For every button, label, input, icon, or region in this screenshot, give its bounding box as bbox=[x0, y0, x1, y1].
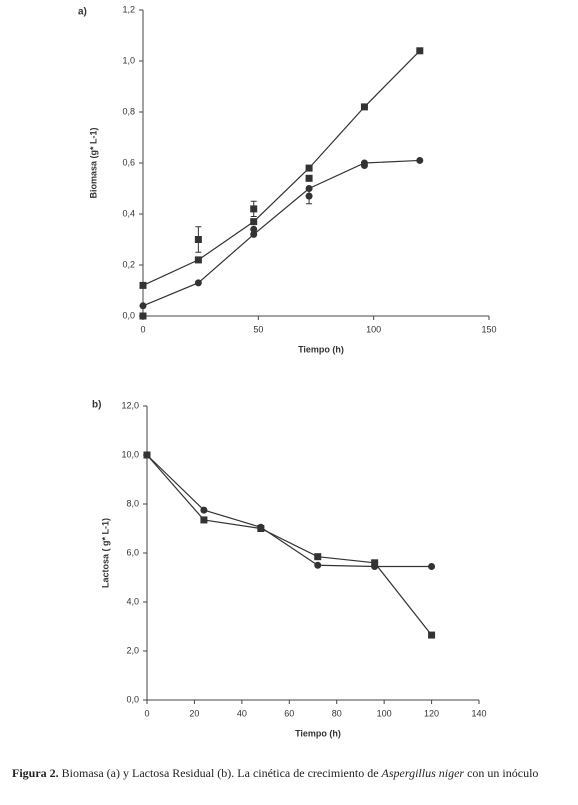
marker bbox=[250, 205, 258, 213]
x-tick-label: 140 bbox=[471, 708, 486, 718]
y-tick-label: 8,0 bbox=[126, 498, 139, 508]
series-line bbox=[142, 50, 421, 286]
marker bbox=[305, 174, 313, 182]
charts: 0,0 0,2 0,4 0,6 0,8 1,0 1,2 0 50 100 150 a) Tiempo (… bbox=[78, 4, 497, 738]
series-line bbox=[146, 454, 433, 636]
x-tick-label: 80 bbox=[332, 708, 342, 718]
marker bbox=[257, 523, 265, 531]
caption-species: Aspergillus niger bbox=[381, 766, 465, 780]
x-axis-label: Tiempo (h) bbox=[295, 728, 341, 738]
y-tick-label: 12,0 bbox=[121, 400, 139, 410]
panel-label: a) bbox=[78, 7, 87, 18]
marker bbox=[305, 164, 313, 172]
marker bbox=[360, 162, 368, 170]
marker bbox=[314, 561, 322, 569]
y-axis-label: Biomasa (g* L-1) bbox=[88, 127, 98, 198]
x-tick-label: 120 bbox=[424, 708, 439, 718]
marker bbox=[416, 47, 424, 55]
marker bbox=[194, 256, 202, 264]
marker bbox=[428, 631, 436, 639]
marker bbox=[250, 218, 258, 226]
marker bbox=[250, 225, 258, 233]
y-tick-label: 0,0 bbox=[122, 310, 135, 320]
marker bbox=[371, 562, 379, 570]
series-line bbox=[146, 454, 432, 568]
marker bbox=[139, 302, 147, 310]
caption-label: Figura 2. bbox=[12, 766, 59, 780]
y-tick-label: 10,0 bbox=[121, 449, 139, 459]
y-tick-label: 6,0 bbox=[126, 547, 139, 557]
y-tick-label: 1,0 bbox=[122, 55, 135, 65]
marker bbox=[194, 236, 202, 243]
y-tick-label: 0,6 bbox=[122, 157, 135, 167]
y-tick-label: 0,8 bbox=[122, 106, 135, 116]
x-tick-label: 20 bbox=[189, 708, 199, 718]
x-axis-label: Tiempo (h) bbox=[298, 344, 344, 354]
marker bbox=[200, 516, 208, 524]
marker bbox=[314, 553, 322, 561]
y-tick-label: 4,0 bbox=[126, 596, 139, 606]
marker bbox=[428, 562, 436, 570]
marker bbox=[416, 156, 424, 164]
x-tick-label: 100 bbox=[366, 324, 381, 334]
marker bbox=[139, 281, 147, 289]
marker bbox=[143, 451, 151, 459]
x-tick-label: 40 bbox=[237, 708, 247, 718]
y-tick-label: 0,4 bbox=[122, 208, 135, 218]
y-tick-label: 0,0 bbox=[126, 694, 139, 704]
marker bbox=[250, 230, 258, 238]
y-tick-label: 1,2 bbox=[122, 4, 135, 14]
y-tick-label: 0,2 bbox=[122, 259, 135, 269]
x-tick-label: 0 bbox=[140, 324, 145, 334]
marker bbox=[360, 103, 368, 111]
series-line bbox=[142, 159, 420, 307]
marker bbox=[200, 506, 208, 514]
x-tick-label: 60 bbox=[284, 708, 294, 718]
marker bbox=[371, 559, 379, 567]
y-axis-label: Lactosa ( g* L-1) bbox=[100, 518, 110, 588]
x-tick-label: 100 bbox=[377, 708, 392, 718]
marker bbox=[305, 192, 313, 200]
x-tick-label: 50 bbox=[253, 324, 263, 334]
panel-label: b) bbox=[92, 400, 101, 411]
x-tick-label: 0 bbox=[144, 708, 149, 718]
x-tick-label: 150 bbox=[481, 324, 496, 334]
caption-text: con un inóculo bbox=[464, 766, 539, 780]
caption-text: Biomasa (a) y Lactosa Residual (b). La c… bbox=[58, 766, 382, 780]
marker bbox=[139, 312, 147, 320]
marker bbox=[194, 279, 202, 287]
y-tick-label: 2,0 bbox=[126, 645, 139, 655]
caption: Figura 2. Biomasa (a) y Lactosa Residual… bbox=[12, 766, 538, 781]
